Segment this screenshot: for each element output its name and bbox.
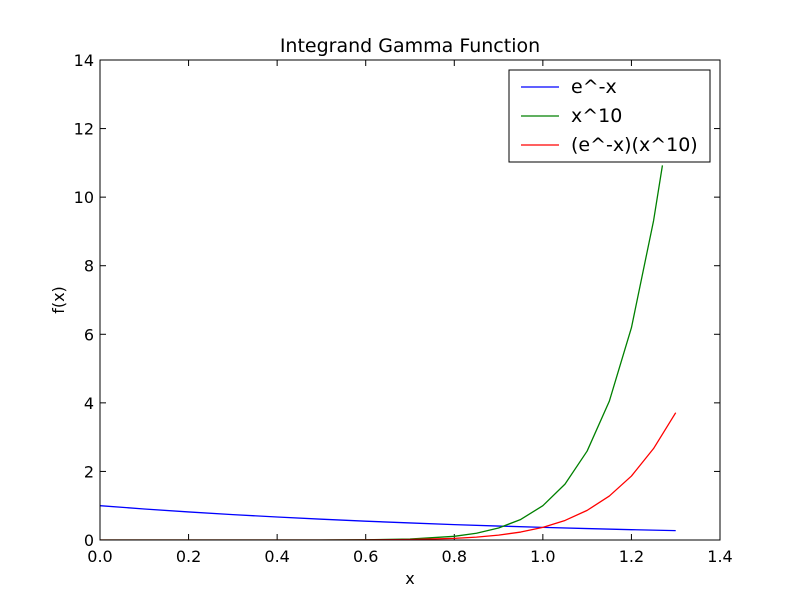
- x-axis-title: x: [405, 569, 414, 588]
- legend-label: e^-x: [571, 76, 617, 98]
- x-tick-label: 0.6: [353, 547, 378, 566]
- x-tick-label: 1.4: [707, 547, 732, 566]
- x-tick-label: 1.2: [619, 547, 644, 566]
- y-tick-label: 0: [84, 531, 94, 550]
- y-tick-label: 10: [74, 188, 94, 207]
- x-tick-label: 0.4: [264, 547, 289, 566]
- y-tick-label: 12: [74, 120, 94, 139]
- x-tick-label: 0.8: [442, 547, 467, 566]
- legend-label: (e^-x)(x^10): [571, 134, 698, 156]
- chart-title: Integrand Gamma Function: [280, 35, 540, 57]
- legend: e^-x x^10 (e^-x)(x^10): [508, 69, 711, 163]
- y-tick-label: 4: [84, 394, 94, 413]
- y-tick-label: 14: [74, 51, 94, 70]
- y-axis-title: f(x): [49, 286, 68, 314]
- y-tick-label: 6: [84, 325, 94, 344]
- plot-frame: [99, 59, 721, 541]
- legend-label: x^10: [571, 105, 622, 127]
- x-tick-label: 1.0: [530, 547, 555, 566]
- y-tick-label: 8: [84, 257, 94, 276]
- axis-ticks: 0.0 0.2 0.4 0.6 0.8 1.0 1.2 1.4 0 2 4 6 8 10 12 14: [74, 51, 733, 566]
- x-tick-label: 0.2: [176, 547, 201, 566]
- y-tick-label: 2: [84, 462, 94, 481]
- x-tick-label: 0.0: [87, 547, 112, 566]
- series-line-1: [100, 505, 676, 532]
